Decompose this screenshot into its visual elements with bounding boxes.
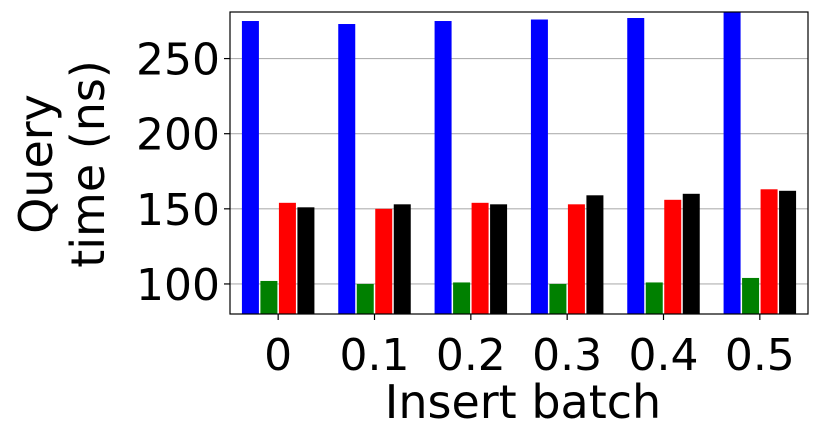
x-tick-label: 0.3 [532,330,602,381]
bar [434,21,452,314]
bar [278,202,296,314]
bar [471,202,489,314]
bar [742,277,760,314]
bar [260,280,278,314]
bar [723,12,741,314]
y-axis-label: Query [9,94,63,234]
plot-frame [229,11,809,315]
y-tick-label: 200 [136,110,220,161]
bars [241,12,797,314]
bar [530,19,548,314]
bar [682,193,700,314]
bar [760,189,778,314]
x-tick-label: 0.5 [725,330,795,381]
bar [586,195,604,314]
bar [779,190,797,314]
bar [567,204,585,314]
bar [297,207,315,314]
x-tick-label: 0.1 [340,330,410,381]
y-tick-label: 250 [136,35,220,86]
bar [356,283,374,314]
bar [375,208,393,314]
bar [664,199,682,314]
x-tick-label: 0.2 [436,330,506,381]
y-tick-label: 100 [136,260,220,311]
bar [241,21,259,314]
bar [338,24,356,314]
x-axis-label: Insert batch [385,375,661,429]
bar [627,18,645,314]
y-tick-label: 150 [136,185,220,236]
bar [453,282,471,314]
bar [490,204,508,314]
y-axis-label: time (ns) [61,60,115,268]
x-tick-label: 0.4 [629,330,699,381]
x-tick-label: 0 [264,330,292,381]
bar [645,282,663,314]
bar [393,204,411,314]
bar [549,283,567,314]
